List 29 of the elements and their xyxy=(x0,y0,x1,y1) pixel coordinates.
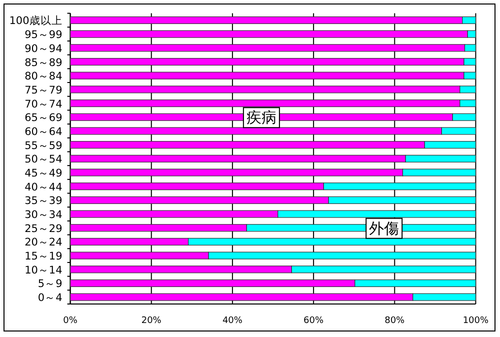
y-tick-label: 90～94 xyxy=(24,42,63,55)
x-tick-label: 80% xyxy=(384,316,406,326)
y-tick-label: 55～59 xyxy=(24,140,62,152)
y-tick-label: 35～39 xyxy=(24,195,62,208)
y-tick-label: 65～69 xyxy=(24,112,62,124)
y-tick-label: 50～54 xyxy=(24,154,63,166)
y-tick-label: 95～99 xyxy=(24,29,62,42)
y-tick-label: 25～29 xyxy=(24,222,62,235)
x-tick-label: 0% xyxy=(63,316,78,326)
y-tick-label: 20～24 xyxy=(24,236,63,249)
y-tick-label: 40～44 xyxy=(24,181,63,194)
y-tick-label: 85～89 xyxy=(24,56,62,69)
x-tick-label: 100% xyxy=(462,316,490,326)
y-tick-label: 80～84 xyxy=(24,70,63,83)
y-tick-label: 0～4 xyxy=(38,292,63,304)
series-label: 疾病 xyxy=(246,108,276,127)
y-tick-label: 100歳以上 xyxy=(9,14,62,28)
y-tick-label: 15～19 xyxy=(24,250,62,263)
y-tick-label: 60～64 xyxy=(24,126,63,138)
y-tick-label: 5～9 xyxy=(38,278,62,290)
y-tick-label: 75～79 xyxy=(24,84,62,96)
y-tick-label: 70～74 xyxy=(24,98,63,110)
y-tick-label: 45～49 xyxy=(24,167,62,180)
x-tick-label: 60% xyxy=(304,316,324,326)
x-tick-label: 40% xyxy=(222,316,243,326)
y-tick-label: 10～14 xyxy=(24,264,63,276)
y-tick-label: 30～34 xyxy=(24,209,63,222)
series-label: 外傷 xyxy=(369,219,400,238)
x-tick-label: 20% xyxy=(141,316,162,326)
